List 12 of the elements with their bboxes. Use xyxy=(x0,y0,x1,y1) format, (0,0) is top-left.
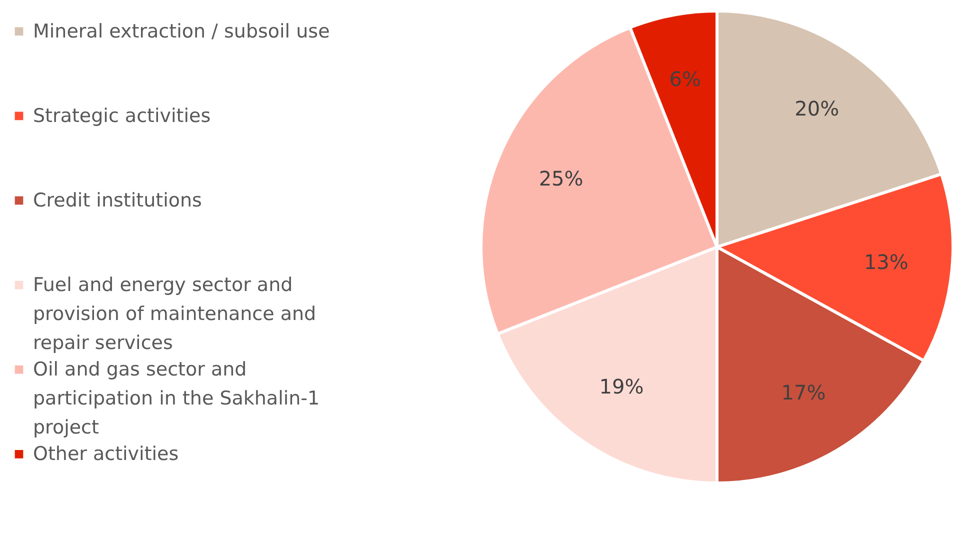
legend-label: Oil and gas sector and participation in the Sakhalin-1 project xyxy=(33,358,320,439)
data-label: 13% xyxy=(864,250,908,274)
legend-label: Fuel and energy sector and provision of maintenance and repair services xyxy=(33,274,316,354)
data-label: 19% xyxy=(599,374,644,399)
legend-label: Other activities xyxy=(33,443,179,466)
data-label: 17% xyxy=(781,380,826,404)
data-label: 6% xyxy=(669,67,702,92)
legend-label: Strategic activities xyxy=(33,104,211,127)
legend-label: Mineral extraction / subsoil use xyxy=(33,20,330,42)
legend-label: Credit institutions xyxy=(33,189,202,212)
data-label: 20% xyxy=(794,96,840,121)
data-label: 25% xyxy=(538,166,584,191)
